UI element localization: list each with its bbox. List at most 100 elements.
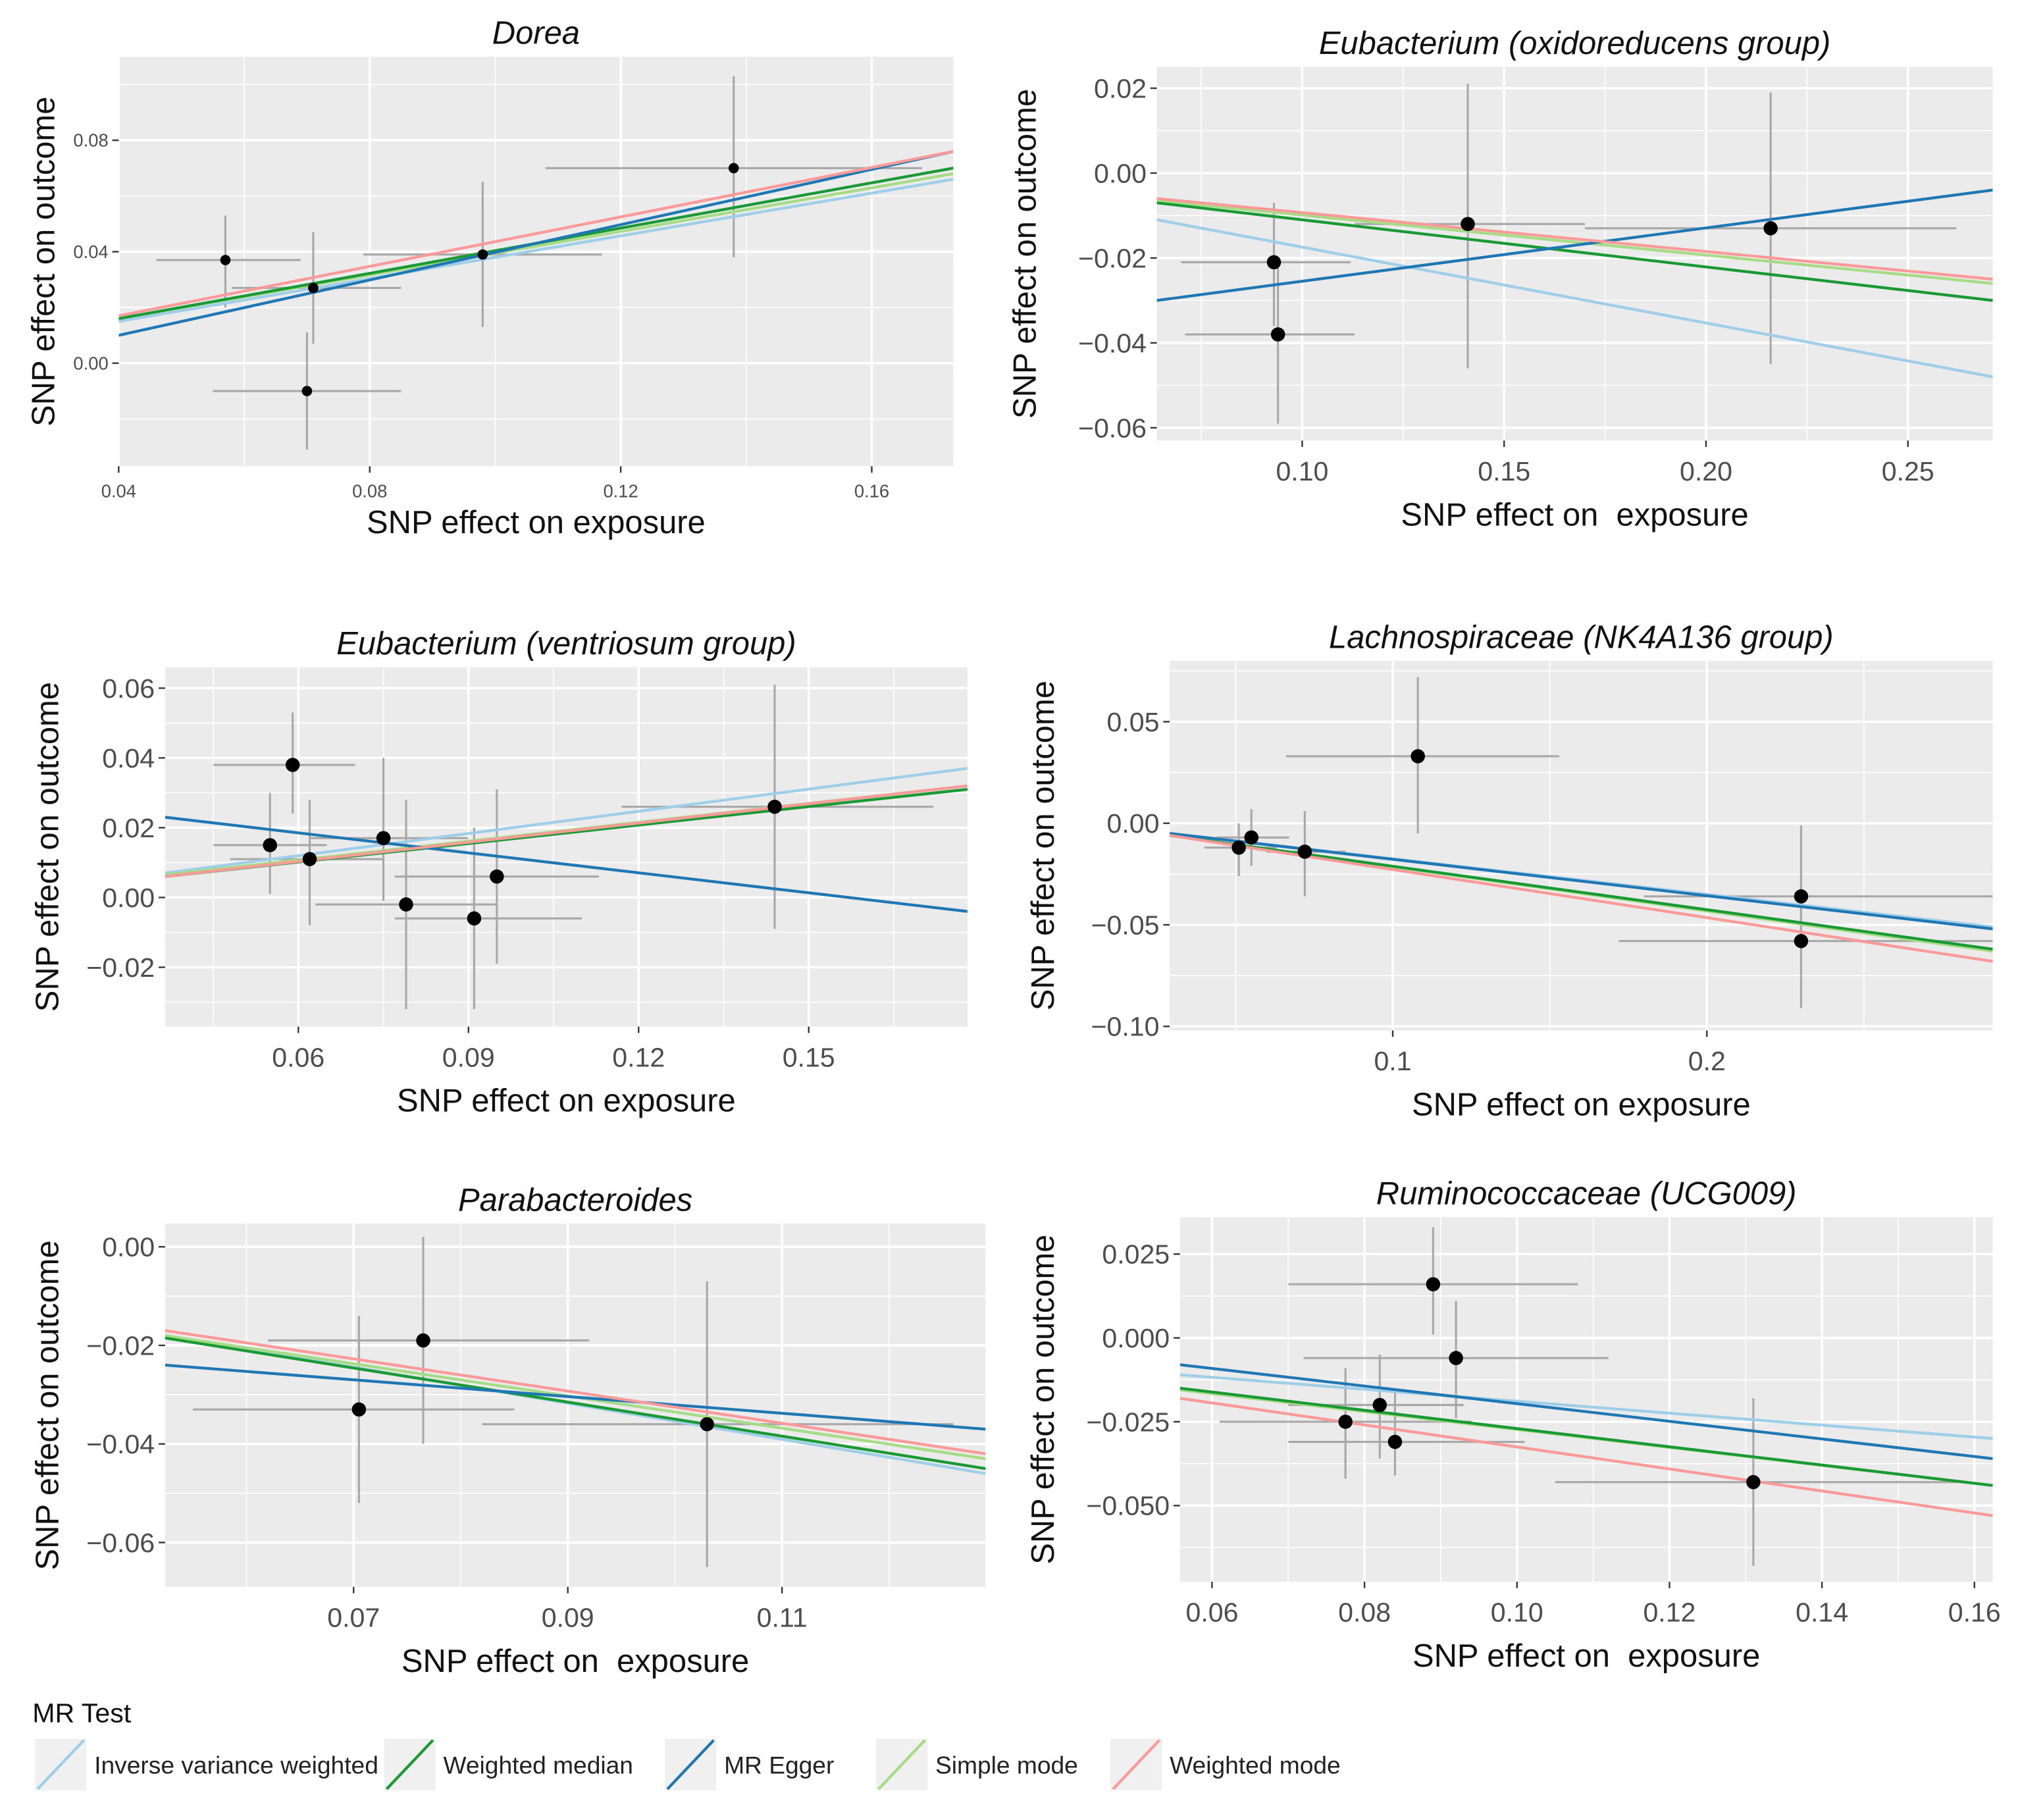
- snp-point: [1461, 217, 1475, 232]
- y-tick-label: −0.04: [86, 1429, 155, 1459]
- x-tick-label: 0.10: [1276, 456, 1328, 486]
- snp-point: [399, 897, 413, 912]
- panel-title: Parabacteroides: [458, 1182, 692, 1218]
- snp-point: [1426, 1277, 1441, 1291]
- legend-line-swatch: [385, 1739, 434, 1790]
- y-tick-label: 0.025: [1102, 1239, 1170, 1270]
- x-tick-label: 0.11: [757, 1602, 808, 1632]
- x-tick-label: 0.12: [603, 481, 638, 501]
- snp-point: [1449, 1351, 1463, 1365]
- y-tick-label: 0.00: [1107, 808, 1160, 839]
- y-axis-label: SNP effect on outcome: [1025, 681, 1061, 1010]
- x-tick-label: 0.14: [1796, 1598, 1848, 1628]
- regression-line-weighted-mode: [1179, 1397, 1993, 1517]
- y-tick-label: 0.05: [1107, 707, 1160, 737]
- regression-line-mr-egger: [1179, 1363, 1993, 1461]
- legend-item-weighted-median: Weighted median: [384, 1738, 633, 1790]
- regression-line-inverse-variance-weighted: [165, 767, 968, 875]
- snp-point: [700, 1417, 714, 1432]
- x-tick-label: 0.06: [272, 1042, 324, 1072]
- snp-point: [416, 1333, 430, 1348]
- y-axis-label: SNP effect on outcome: [1025, 1235, 1061, 1565]
- legend-line-swatch: [877, 1739, 926, 1790]
- snp-point: [1244, 830, 1258, 845]
- y-tick-label: −0.06: [86, 1528, 155, 1558]
- legend-label: Weighted mode: [1170, 1752, 1341, 1779]
- snp-point: [1763, 221, 1778, 236]
- x-tick-label: 0.15: [1478, 456, 1530, 486]
- y-tick-label: 0.00: [102, 883, 155, 913]
- panel-6: 0.06 0.08 0.10 0.12 0.14 0.16 −0.050 −0.025 0.00…: [1025, 1176, 2001, 1675]
- snp-point: [263, 838, 277, 852]
- legend-line-swatch: [1112, 1739, 1161, 1790]
- y-tick-label: −0.02: [86, 1330, 155, 1361]
- x-tick-label: 0.04: [101, 481, 136, 501]
- y-tick-label: 0.02: [102, 813, 155, 843]
- y-tick-label: −0.10: [1091, 1012, 1160, 1042]
- panel-title: Ruminococcaceae (UCG009): [1376, 1176, 1797, 1212]
- x-tick-label: 0.08: [352, 481, 387, 501]
- snp-point: [1372, 1397, 1387, 1413]
- panel-title: Lachnospiraceae (NK4A136 group): [1329, 619, 1834, 655]
- x-tick-label: 0.20: [1680, 456, 1732, 486]
- snp-point: [767, 799, 782, 814]
- snp-point: [1794, 933, 1809, 949]
- regression-line-inverse-variance-weighted: [1179, 1373, 1993, 1440]
- snp-point: [1794, 889, 1809, 904]
- panel-title: Eubacterium (oxidoreducens group): [1319, 26, 1831, 61]
- snp-point: [1411, 749, 1425, 764]
- legend-title: MR Test: [32, 1698, 131, 1728]
- snp-point: [1387, 1434, 1403, 1449]
- legend-label: Inverse variance weighted: [94, 1752, 378, 1779]
- x-tick-label: 0.16: [854, 481, 889, 501]
- x-axis-label: SNP effect on exposure: [397, 1083, 736, 1119]
- panel-2: 0.10 0.15 0.20 0.25 −0.06 −0.04 −0.02 0.00 0.02 E…: [1008, 26, 1993, 533]
- x-tick-label: 0.12: [612, 1042, 665, 1072]
- plot-background: [1179, 1217, 1993, 1582]
- snp-point: [477, 249, 488, 260]
- regression-line-weighted-mode: [118, 149, 954, 317]
- legend-label: Weighted median: [443, 1752, 633, 1779]
- snp-point: [1266, 255, 1282, 270]
- legend: MR Test Inverse variance weighted Weighte…: [32, 1698, 1341, 1790]
- x-tick-label: 0.25: [1882, 456, 1934, 486]
- regression-line-weighted-median: [1156, 201, 1993, 302]
- x-tick-label: 0.06: [1185, 1598, 1238, 1628]
- regression-line-mr-egger: [165, 1363, 986, 1431]
- y-tick-label: 0.04: [102, 743, 155, 773]
- regression-line-simple-mode: [1156, 199, 1993, 285]
- snp-point: [1746, 1474, 1761, 1490]
- x-axis-label: SNP effect on exposure: [401, 1644, 749, 1679]
- y-tick-label: 0.08: [73, 130, 108, 151]
- regression-line-mr-egger: [165, 816, 968, 913]
- x-tick-label: 0.09: [442, 1042, 495, 1072]
- legend-label: Simple mode: [935, 1752, 1078, 1779]
- x-tick-label: 0.12: [1643, 1598, 1696, 1628]
- panel-title: Dorea: [492, 16, 580, 51]
- y-tick-label: −0.025: [1086, 1407, 1170, 1437]
- legend-item-inverse-variance-weighted: Inverse variance weighted: [35, 1738, 378, 1790]
- plot-background: [165, 667, 968, 1027]
- y-tick-label: −0.050: [1086, 1491, 1170, 1521]
- regression-line-inverse-variance-weighted: [1156, 218, 1993, 378]
- panel-5: 0.07 0.09 0.11 −0.06 −0.04 −0.02 0.00 Parabacte…: [30, 1182, 986, 1679]
- regression-line-weighted-median: [165, 1336, 986, 1470]
- y-tick-label: 0.06: [102, 673, 155, 704]
- snp-point: [1270, 327, 1285, 342]
- snp-point: [490, 869, 504, 884]
- x-axis-label: SNP effect on exposure: [1401, 497, 1748, 533]
- regression-line-weighted-mode: [165, 784, 968, 878]
- y-tick-label: 0.02: [1094, 73, 1147, 103]
- snp-point: [220, 255, 231, 265]
- x-axis-label: SNP effect on exposure: [367, 505, 706, 540]
- snp-point: [467, 911, 482, 926]
- y-tick-label: −0.04: [1078, 328, 1147, 358]
- legend-label: MR Egger: [724, 1752, 834, 1779]
- snp-point: [728, 163, 739, 174]
- legend-line-swatch: [666, 1739, 715, 1790]
- x-axis-label: SNP effect on exposure: [1412, 1638, 1760, 1674]
- x-tick-label: 0.2: [1688, 1046, 1726, 1076]
- panel-4: 0.1 0.2 −0.10 −0.05 0.00 0.05 Lachnospiraceae …: [1025, 619, 1993, 1123]
- snp-point: [302, 852, 317, 866]
- y-tick-label: 0.00: [73, 353, 108, 373]
